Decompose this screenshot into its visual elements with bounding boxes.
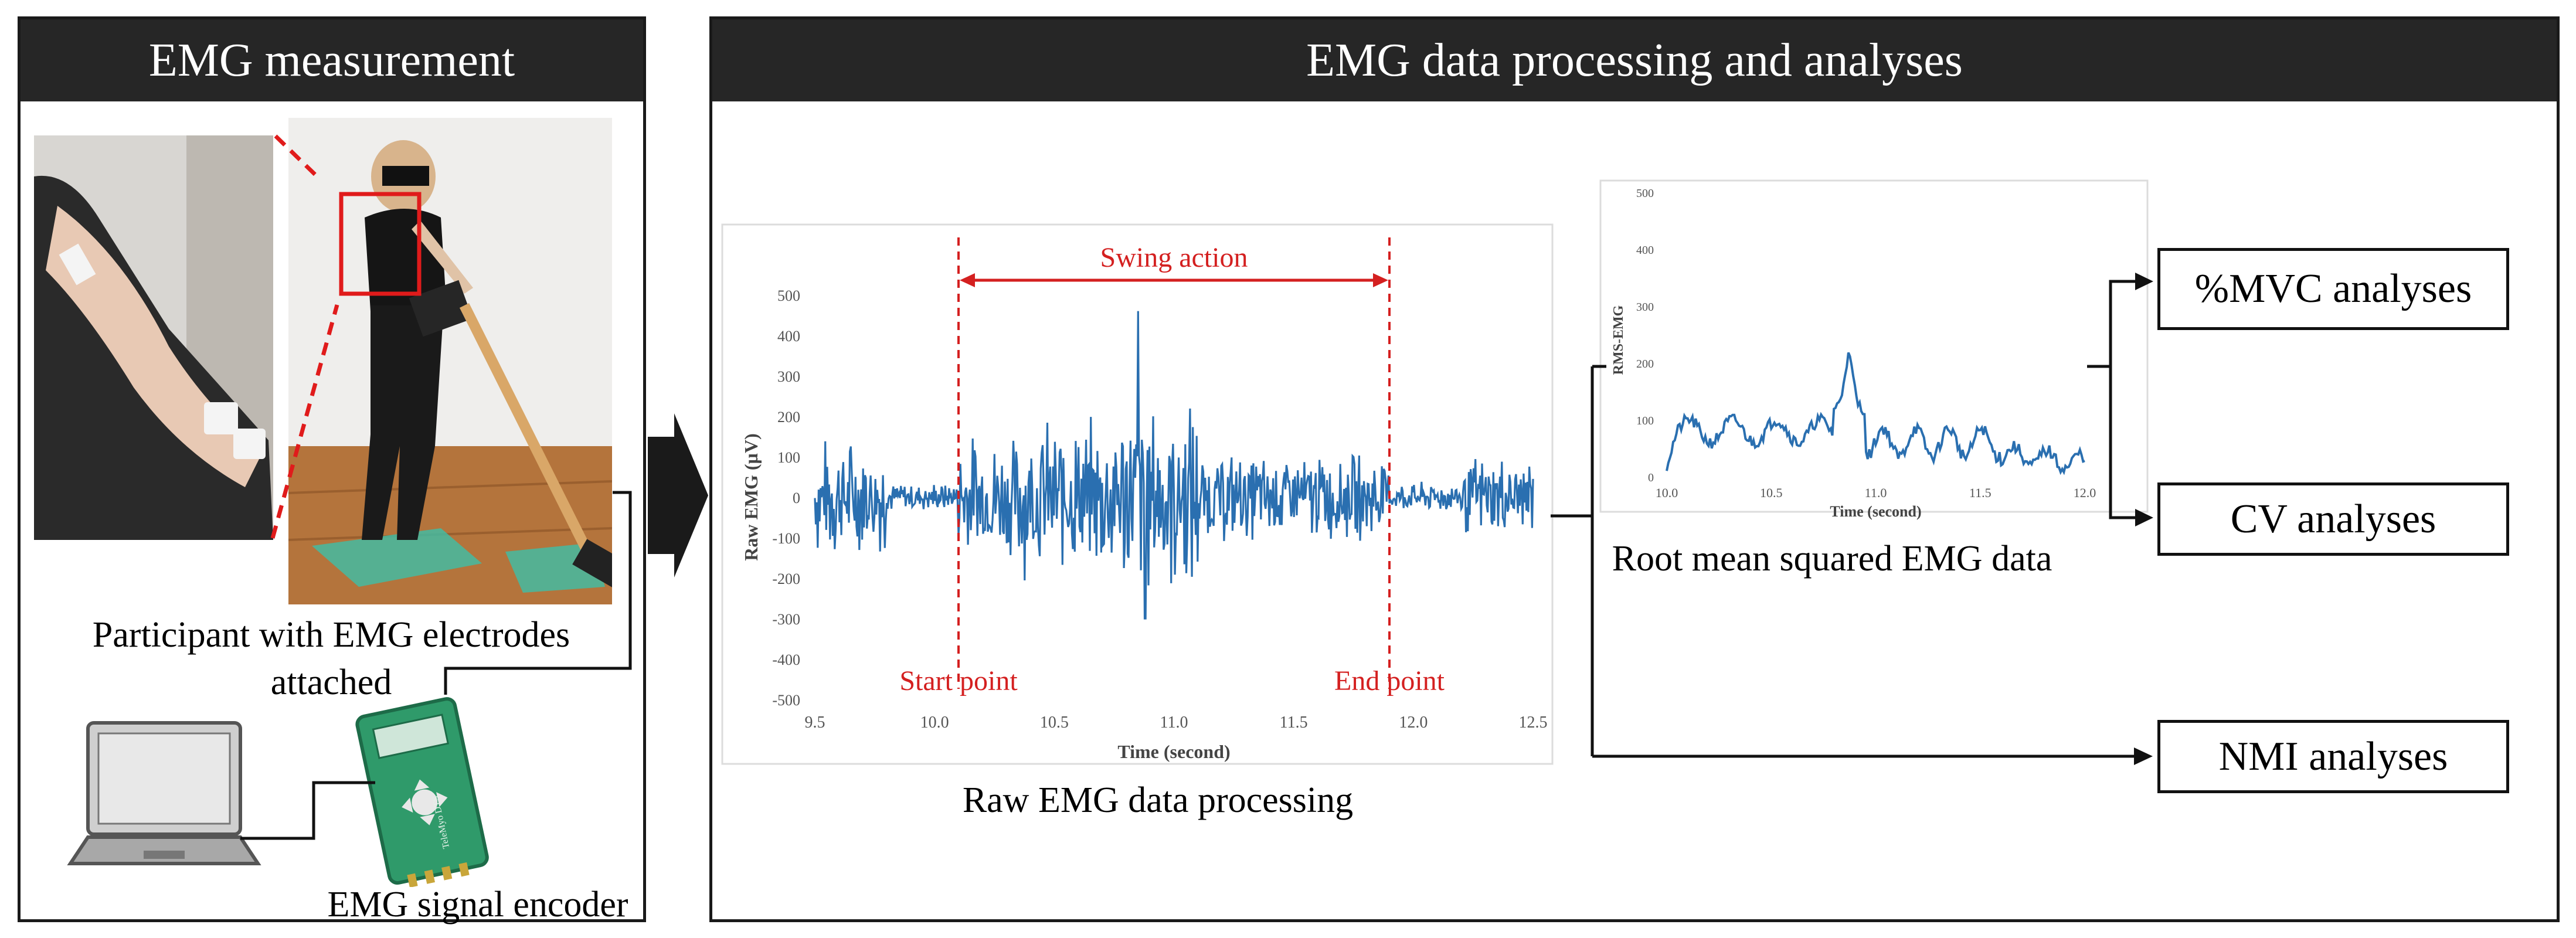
arm-electrodes-photo [34, 135, 273, 540]
raw-ytick-label: 0 [793, 490, 800, 507]
raw-xtick-label: 10.0 [920, 713, 949, 732]
nmi-analyses-box: NMI analyses [2157, 720, 2509, 793]
emg-encoder-device: TeleMyo DTS [355, 697, 489, 887]
rms-ylabel: RMS-EMG [1611, 305, 1626, 375]
raw-xtick-label: 12.0 [1399, 713, 1428, 732]
encoder-caption: EMG signal encoder [327, 885, 628, 925]
rms-xtick-label: 12.0 [2074, 485, 2096, 500]
start-point-label: Start point [899, 665, 1018, 696]
raw-ytick-label: 200 [777, 409, 800, 426]
rms-ytick-label: 300 [1636, 301, 1654, 314]
arrowhead-mvc [2135, 273, 2153, 290]
raw-xtick-label: 11.5 [1280, 713, 1308, 732]
raw-ytick-label: -200 [772, 570, 800, 587]
rms-ytick-label: 100 [1636, 414, 1654, 427]
rms-emg-series [1666, 352, 2085, 475]
big-right-arrow [648, 413, 708, 577]
zoom-line-top [274, 134, 321, 181]
cv-analyses-box: CV analyses [2157, 482, 2509, 556]
zoom-line-bottom [270, 304, 339, 539]
raw-xlabel: Time (second) [1117, 741, 1230, 762]
raw-caption: Raw EMG data processing [962, 780, 1354, 820]
rms-xtick-label: 11.0 [1865, 485, 1887, 500]
cable-encoder-participant [444, 491, 632, 695]
swing-arrow-left [960, 273, 975, 287]
rms-chart-frame [1599, 179, 2149, 513]
participant-caption: Participant with EMG electrodes attached [92, 615, 570, 702]
cable-laptop-encoder [240, 781, 375, 840]
rms-xtick-label: 10.0 [1656, 485, 1678, 500]
rms-xtick-label: 11.5 [1969, 485, 1992, 500]
panel-title-processing: EMG data processing and analyses [712, 19, 2557, 101]
raw-ytick-label: -300 [772, 611, 800, 628]
raw-ylabel: Raw EMG (µV) [740, 433, 762, 561]
rms-ytick-label: 200 [1636, 358, 1654, 371]
swing-action-label: Swing action [1100, 242, 1248, 273]
raw-emg-series [814, 311, 1534, 620]
participant-photo [288, 118, 612, 604]
mvc-analyses-box: %MVC analyses [2157, 248, 2509, 330]
raw-ytick-label: 300 [777, 368, 800, 385]
raw-ytick-label: -400 [772, 651, 800, 668]
panel-title-measurement: EMG measurement [21, 19, 643, 101]
raw-ytick-label: 400 [777, 328, 800, 345]
raw-ytick-label: 500 [777, 287, 800, 304]
raw-ytick-label: 100 [777, 449, 800, 466]
rms-xlabel: Time (second) [1830, 503, 1921, 520]
raw-xtick-label: 12.5 [1519, 713, 1548, 732]
raw-ytick-label: -100 [772, 530, 800, 547]
swing-arrow-right [1373, 273, 1388, 287]
end-point-label: End point [1334, 665, 1445, 696]
rms-ytick-label: 400 [1636, 244, 1654, 257]
raw-xtick-label: 9.5 [805, 713, 825, 732]
rms-xtick-label: 10.5 [1760, 485, 1783, 500]
arrowhead-nmi [2134, 747, 2153, 765]
raw-xtick-label: 10.5 [1040, 713, 1069, 732]
emg-measurement-panel: EMG measurement [18, 16, 646, 925]
rms-ytick-label: 0 [1648, 471, 1654, 484]
connector-to-cv [2109, 366, 2140, 519]
rms-ytick-label: 500 [1636, 187, 1654, 200]
raw-xtick-label: 11.0 [1160, 713, 1188, 732]
arrowhead-cv [2135, 509, 2153, 526]
rms-caption: Root mean squared EMG data [1612, 539, 2052, 579]
raw-ytick-label: -500 [772, 692, 800, 709]
connector-to-mvc [2109, 280, 2140, 366]
